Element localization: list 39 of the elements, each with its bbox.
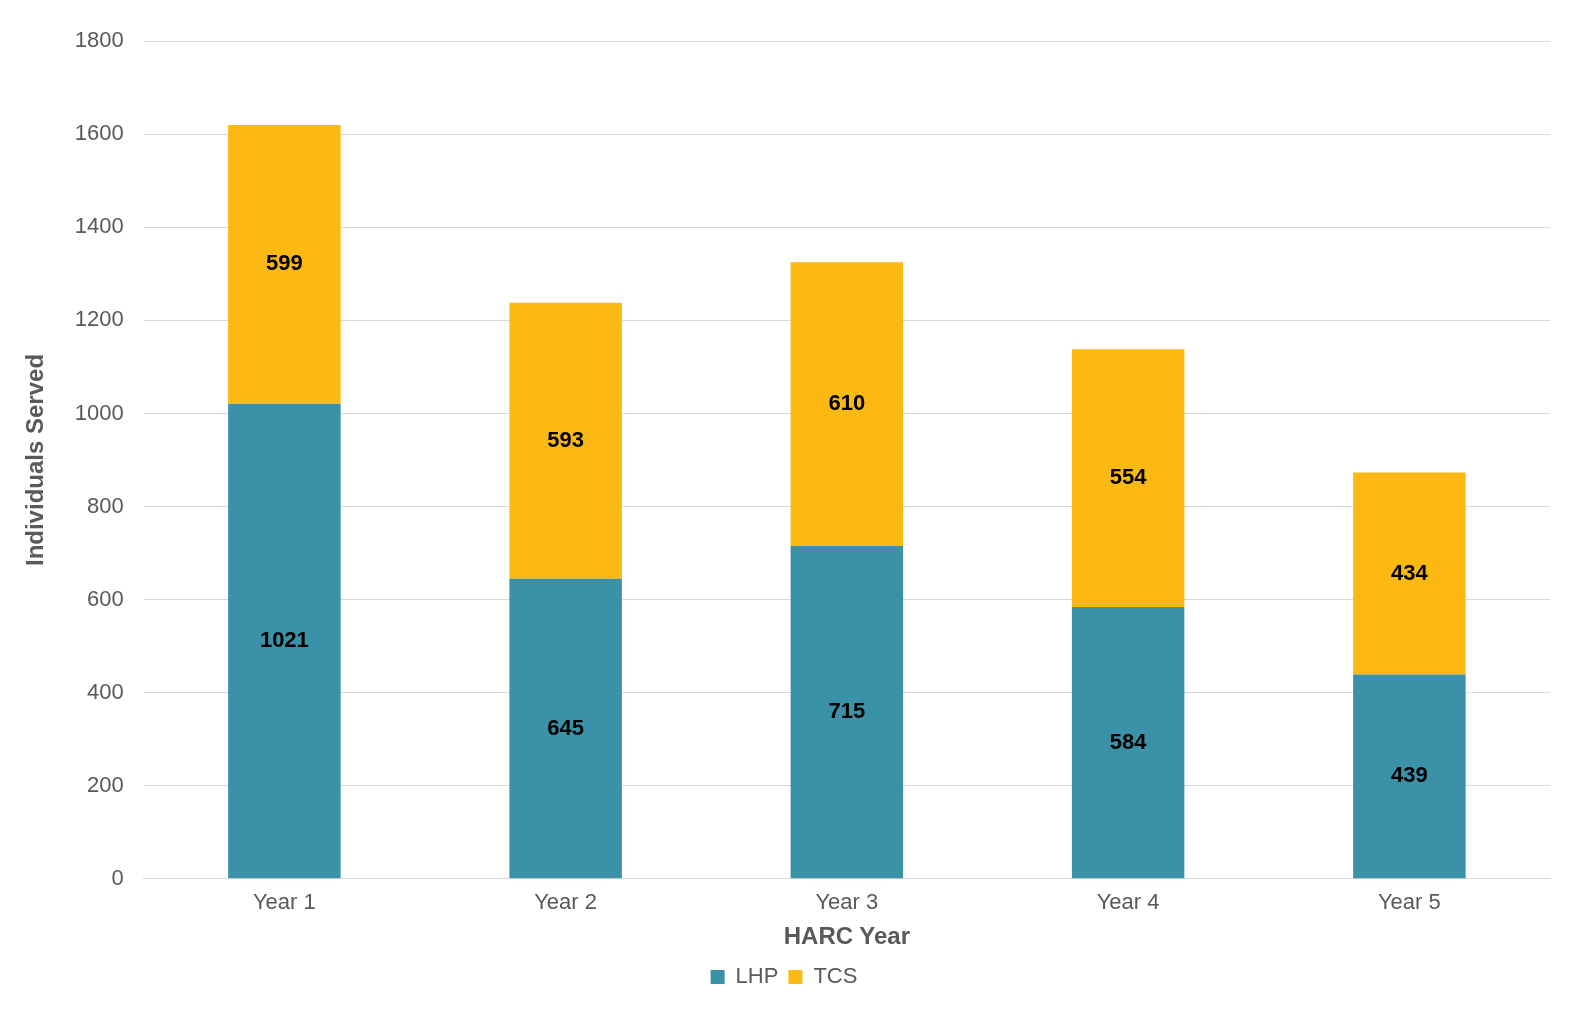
bar [1071, 607, 1185, 879]
data-label: 645 [547, 714, 584, 740]
data-label: 593 [547, 426, 584, 452]
y-tick-label: 1600 [74, 120, 124, 146]
y-tick-label: 1200 [74, 306, 124, 332]
x-axis-title: HARC Year [783, 922, 911, 950]
bar [1071, 349, 1185, 608]
bar [228, 124, 341, 404]
data-label: 554 [1109, 464, 1148, 490]
x-tick-label: Year 3 [815, 889, 879, 915]
x-tick-label: Year 5 [1377, 889, 1441, 915]
y-tick-label: 200 [87, 771, 124, 797]
bar [228, 403, 341, 879]
data-label: 715 [828, 698, 866, 724]
data-label: 599 [266, 250, 303, 276]
data-label: 584 [1109, 728, 1148, 754]
data-label: 439 [1391, 762, 1428, 788]
data-label: 434 [1391, 559, 1429, 585]
y-tick-label: 800 [87, 492, 124, 518]
y-tick-label: 1000 [74, 399, 124, 425]
bar [1353, 472, 1466, 675]
x-tick-label: Year 1 [252, 889, 316, 915]
bar [1353, 674, 1466, 879]
y-tick-label: 1400 [74, 213, 124, 239]
y-tick-label: 400 [87, 678, 124, 704]
data-label: 1021 [259, 627, 309, 653]
data-label: 610 [828, 390, 866, 416]
bar [509, 302, 622, 579]
y-tick-label: 1800 [74, 27, 124, 53]
y-tick-label: 600 [87, 585, 124, 611]
y-axis-title: Individuals Served [21, 353, 49, 567]
bar [790, 262, 904, 547]
x-tick-label: Year 4 [1096, 889, 1160, 915]
legend-label: LHP [735, 963, 779, 989]
bar [790, 546, 904, 879]
y-tick-label: 0 [111, 864, 124, 890]
legend-label: TCS [813, 963, 858, 989]
bar [509, 578, 622, 879]
x-tick-label: Year 2 [534, 889, 598, 915]
